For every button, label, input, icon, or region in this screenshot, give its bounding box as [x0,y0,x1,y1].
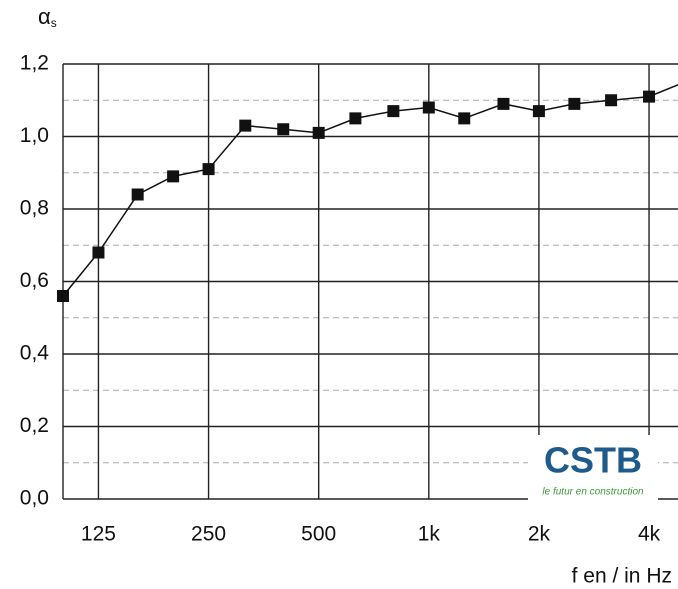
y-axis-subscript: s [51,16,57,30]
y-tick-label: 0,8 [20,197,49,220]
series-line [62,83,678,297]
data-point [312,126,325,139]
logo-name: CSTB [544,440,642,481]
x-axis-label: f en / in Hz [572,565,672,588]
y-tick-label: 1,2 [20,52,49,75]
x-tick-label: 1k [418,523,441,546]
y-axis-label: αs [38,4,57,30]
data-point [532,105,545,118]
data-point [167,170,180,183]
x-tick-label: 2k [528,523,551,546]
data-point [605,94,618,107]
data-point [131,188,144,201]
x-tick-label: 125 [81,523,116,546]
logo-tagline: le futur en construction [542,487,644,498]
logo-bg [528,435,658,501]
logo: CSTB le futur en construction [528,435,658,501]
data-point [568,97,581,110]
y-tick-label: 1,0 [20,124,49,147]
data-point [497,97,510,110]
data-point [57,290,69,302]
data-point [458,112,471,125]
data-point [239,119,252,132]
y-axis-symbol: α [38,4,51,29]
y-tick-label: 0,0 [20,487,49,510]
x-tick-label: 250 [191,523,226,546]
x-tick-label: 4k [638,523,661,546]
data-point [349,112,362,125]
y-tick-label: 0,2 [20,414,49,437]
data-point [202,163,215,176]
data-point [277,123,290,136]
y-tick-label: 0,4 [20,342,50,365]
x-tick-label: 500 [301,523,336,546]
data-point [643,90,656,103]
y-tick-label: 0,6 [20,269,49,292]
data-point [387,105,400,118]
data-point [92,246,105,259]
data-point [422,101,435,114]
